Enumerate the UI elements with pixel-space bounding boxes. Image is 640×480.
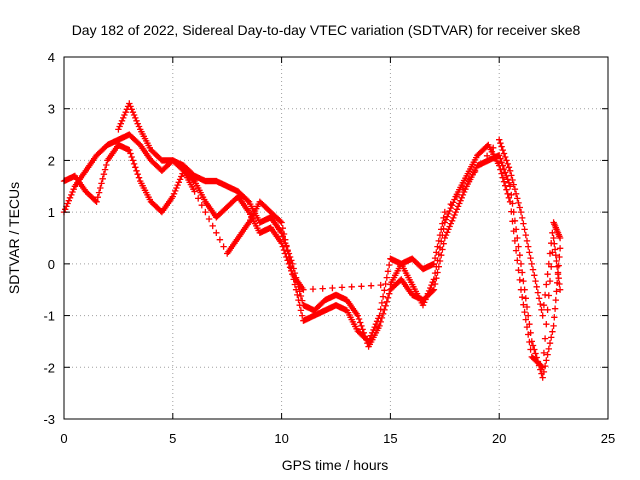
y-tick-label: -1 — [43, 309, 55, 324]
grid — [64, 57, 608, 419]
x-tick-label: 20 — [492, 431, 506, 446]
plus-markers — [60, 141, 564, 371]
y-tick-label: 4 — [48, 50, 55, 65]
series-track-2 — [60, 141, 564, 371]
y-tick-label: -2 — [43, 360, 55, 375]
x-tick-label: 25 — [601, 431, 615, 446]
plus-markers — [115, 100, 564, 319]
x-tick-label: 15 — [383, 431, 397, 446]
chart-title: Day 182 of 2022, Sidereal Day-to-day VTE… — [72, 22, 581, 38]
y-tick-label: -3 — [43, 412, 55, 427]
x-tick-label: 10 — [274, 431, 288, 446]
x-axis-label: GPS time / hours — [282, 457, 389, 473]
data-points — [60, 100, 564, 381]
axis-ticks: 0 5 10 15 20 25 -3 -2 -1 0 1 2 3 4 — [43, 50, 615, 446]
y-axis-label: SDTVAR / TECUs — [6, 182, 22, 294]
series-track-3 — [115, 100, 564, 319]
y-tick-label: 2 — [48, 153, 55, 168]
y-tick-label: 0 — [48, 257, 55, 272]
plot-frame — [63, 56, 609, 420]
y-tick-label: 1 — [48, 205, 55, 220]
y-tick-label: 3 — [48, 102, 55, 117]
x-tick-label: 5 — [169, 431, 176, 446]
x-tick-label: 0 — [60, 431, 67, 446]
